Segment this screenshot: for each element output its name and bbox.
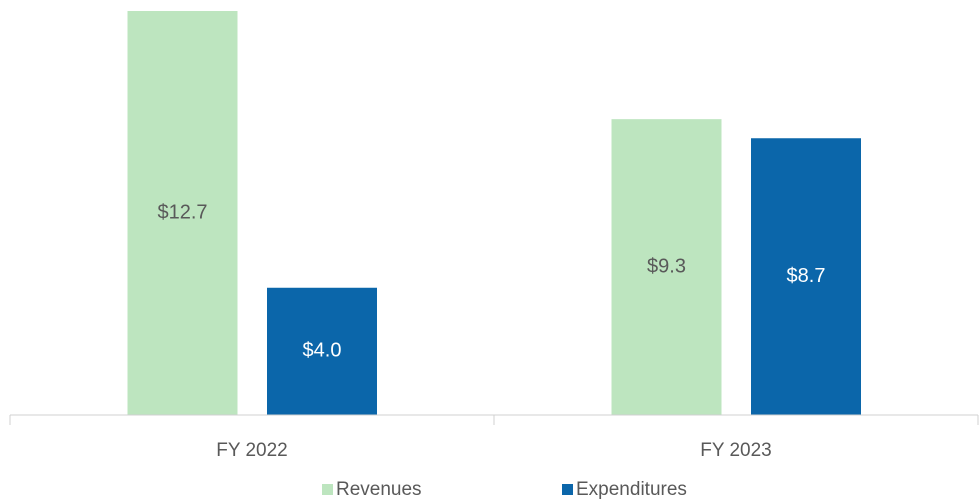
value-label: $4.0 (303, 340, 342, 362)
x-tick-label: FY 2022 (216, 440, 287, 461)
value-label: $8.7 (787, 265, 826, 287)
value-label: $12.7 (157, 201, 207, 223)
x-tick-label: FY 2023 (700, 440, 771, 461)
legend-label: Expenditures (576, 479, 687, 500)
value-label: $9.3 (647, 255, 686, 277)
legend-swatch (562, 484, 573, 495)
legend-swatch (322, 484, 333, 495)
bar (611, 119, 722, 416)
bar (127, 11, 238, 415)
bar (267, 287, 377, 415)
bar (751, 138, 861, 416)
legend-label: Revenues (336, 479, 422, 500)
